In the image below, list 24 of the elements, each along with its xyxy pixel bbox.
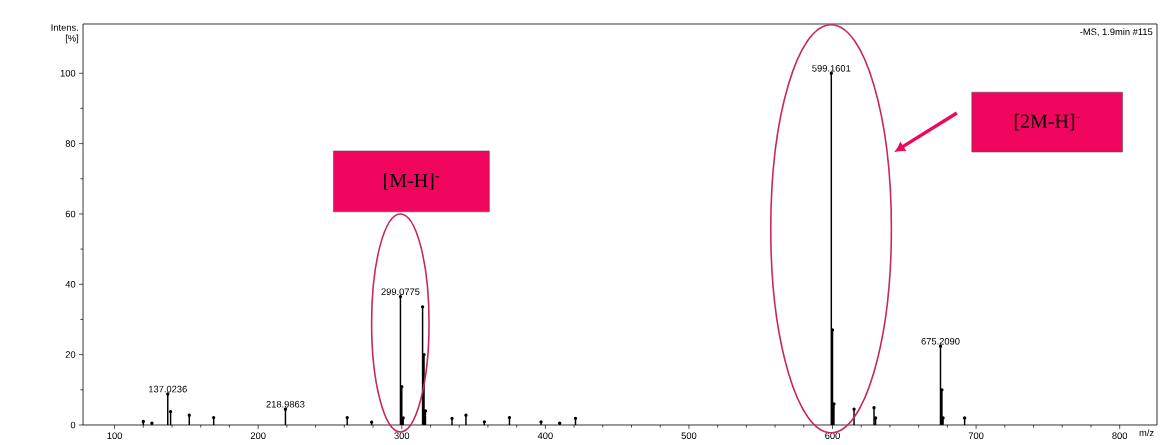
annotation: 137.0236 bbox=[149, 385, 187, 393]
y-tick-label: 100 bbox=[60, 69, 76, 77]
annotation: 675.2090 bbox=[921, 338, 960, 345]
x-tick-label: 800 bbox=[1112, 432, 1128, 439]
y-tick-label: 20 bbox=[65, 351, 76, 358]
annotation: -MS, 1.9min #115 bbox=[1080, 28, 1153, 37]
x-axis-title: m/z bbox=[1139, 429, 1154, 437]
annotation: [M-H]$^{-}$ bbox=[384, 173, 439, 190]
x-tick-label: 400 bbox=[537, 432, 553, 439]
annotation: 218.9863 bbox=[266, 400, 305, 408]
x-tick-label: 500 bbox=[681, 432, 697, 439]
y-axis-title: Intens. [%] bbox=[51, 24, 79, 44]
x-tick-label: 600 bbox=[825, 432, 840, 439]
y-tick-label: 40 bbox=[65, 281, 76, 288]
x-tick-label: 300 bbox=[394, 432, 410, 439]
x-tick-label: 100 bbox=[107, 432, 123, 439]
annotation: 299.0775 bbox=[381, 288, 420, 295]
y-tick-label: 0 bbox=[70, 421, 76, 429]
x-tick-label: 200 bbox=[250, 432, 266, 439]
y-tick-label: 80 bbox=[65, 140, 76, 147]
x-tick-label: 700 bbox=[968, 432, 984, 439]
annotation: 599.1601 bbox=[812, 65, 851, 72]
annotation: [2M-H]$^{-}$ bbox=[1014, 113, 1080, 131]
y-tick-label: 60 bbox=[65, 210, 76, 218]
